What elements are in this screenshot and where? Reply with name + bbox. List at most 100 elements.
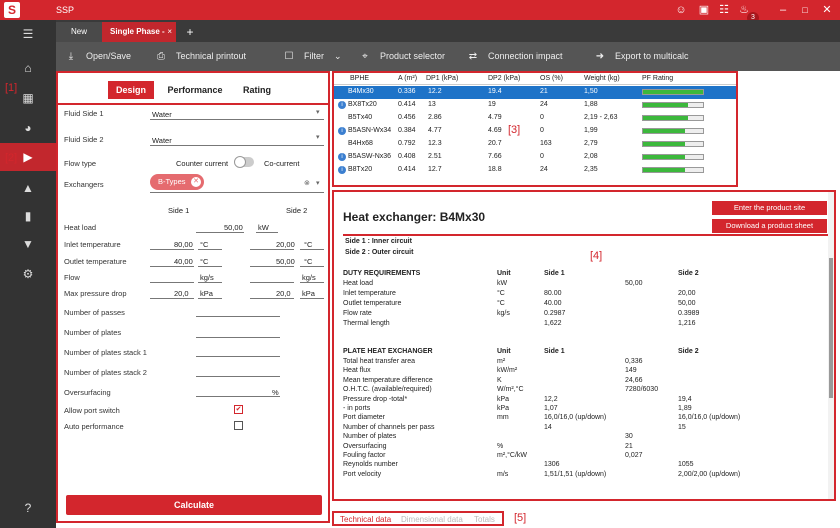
open-save-button[interactable]: ⤓ Open/Save xyxy=(64,42,131,71)
oversurfacing-unit: % xyxy=(272,388,279,397)
result-row[interactable]: i B5ASN-Wx34 0.384 4.77 4.69 0 1,99 xyxy=(334,125,736,138)
flow-side2-unit-select[interactable] xyxy=(300,271,324,283)
phe-row-col2: 1306 xyxy=(544,461,560,469)
result-row[interactable]: i B8Tx20 0.414 12.7 18.8 24 2,35 xyxy=(334,164,736,177)
tab-close-icon[interactable]: × xyxy=(167,27,172,36)
max-pd-side1-unit-select[interactable] xyxy=(198,287,222,299)
result-row[interactable]: B5Tx40 0.456 2.86 4.79 0 2,19 - 2,63 xyxy=(334,112,736,125)
result-cell-name: B8Tx20 xyxy=(348,166,373,173)
inlet-temp-side2-unit-select[interactable] xyxy=(300,238,324,250)
max-pd-side2-unit: kPa xyxy=(302,289,315,298)
max-pd-side1-input[interactable] xyxy=(150,287,194,299)
connection-impact-button[interactable]: ⇄ Connection impact xyxy=(466,42,563,71)
flow-side2-input[interactable] xyxy=(250,271,294,283)
stack1-input[interactable] xyxy=(196,345,280,357)
tube-icon[interactable]: ▮ xyxy=(24,209,32,223)
result-cell-dp1: 4.77 xyxy=(428,127,442,134)
outlet-temp-side1-unit-select[interactable] xyxy=(198,255,222,267)
max-pd-side2-input[interactable] xyxy=(250,287,294,299)
stack2-input[interactable] xyxy=(196,365,280,377)
max-pd-side2-unit-select[interactable] xyxy=(300,287,324,299)
outlet-temp-side1-input[interactable] xyxy=(150,255,194,267)
technical-printout-button[interactable]: ⎙ Technical printout xyxy=(154,42,246,71)
export-multicalc-button[interactable]: ➜ Export to multicalc xyxy=(593,42,689,71)
flow-type-toggle[interactable] xyxy=(234,156,254,168)
flow-side1-unit-select[interactable] xyxy=(198,271,222,283)
result-cell-os: 0 xyxy=(540,114,544,121)
tab-totals[interactable]: Totals xyxy=(474,515,495,524)
product-selector-button[interactable]: ⌖ Product selector xyxy=(358,42,445,71)
allow-port-switch-checkbox[interactable]: ✔ xyxy=(234,405,243,414)
tab-new[interactable]: New xyxy=(56,22,102,42)
basket-icon[interactable]: ▼ xyxy=(22,237,34,251)
fluid-side2-value: Water xyxy=(152,136,172,145)
result-row[interactable]: i BX8Tx20 0.414 13 19 24 1,88 xyxy=(334,99,736,112)
info-icon[interactable]: i xyxy=(338,101,346,109)
result-row[interactable]: B4Mx30 0.336 12.2 19.4 21 1,50 xyxy=(334,86,736,99)
outlet-temp-side2-input[interactable] xyxy=(250,255,294,267)
calculate-button[interactable]: Calculate xyxy=(66,495,322,515)
close-icon[interactable]: ✕ xyxy=(822,4,832,16)
max-pd-side1-value: 20,0 xyxy=(174,289,189,298)
result-cell-w: 1,50 xyxy=(584,88,598,95)
download-product-sheet-button[interactable]: Download a product sheet xyxy=(712,219,827,233)
oversurfacing-input[interactable] xyxy=(196,385,280,397)
inlet-temp-side1-input[interactable] xyxy=(150,238,194,250)
clear-icon[interactable]: ⊗ xyxy=(304,180,310,187)
results-table: BPHE A (m²) DP1 (kPa) DP2 (kPa) OS (%) W… xyxy=(332,71,738,187)
phe-row-col0: Heat flux xyxy=(343,367,371,375)
result-row[interactable]: B4Hx68 0.792 12.3 20.7 163 2,79 xyxy=(334,138,736,151)
info-icon[interactable]: i xyxy=(338,127,346,135)
filter-dropdown-chevron-icon[interactable]: ⌄ xyxy=(334,51,342,61)
minimize-icon[interactable]: – xyxy=(779,4,787,16)
fluid-side2-select[interactable] xyxy=(150,134,324,146)
info-icon[interactable]: i xyxy=(338,166,346,174)
scrollbar-thumb[interactable] xyxy=(829,258,833,398)
info-icon[interactable]: i xyxy=(338,153,346,161)
result-cell-a: 0.384 xyxy=(398,127,416,134)
passes-label: Number of passes xyxy=(64,308,125,317)
flow-side1-input[interactable] xyxy=(150,271,194,283)
inlet-temp-side2-input[interactable] xyxy=(250,238,294,250)
tab-single-phase[interactable]: Single Phase - 1 × xyxy=(102,22,176,56)
fluid-side1-select[interactable] xyxy=(150,108,324,120)
tab-design[interactable]: Design xyxy=(108,81,154,99)
exchanger-chip[interactable]: B-Types ✕ xyxy=(150,174,204,190)
play-icon[interactable]: ▶ xyxy=(0,143,56,171)
gauge-icon[interactable]: ◕ xyxy=(24,121,32,135)
user-icon[interactable]: ☺ xyxy=(675,4,687,16)
enter-product-site-button[interactable]: Enter the product site xyxy=(712,201,827,215)
checkbox-icon: ☐ xyxy=(284,51,294,62)
outlet-temp-side2-unit: °C xyxy=(304,257,313,266)
inlet-temp-side1-unit-select[interactable] xyxy=(198,238,222,250)
outlet-temp-side2-unit-select[interactable] xyxy=(300,255,324,267)
col-pf-rating: PF Rating xyxy=(642,75,674,82)
detail-scrollbar[interactable] xyxy=(828,192,834,499)
tab-technical-data[interactable]: Technical data xyxy=(340,515,392,524)
phe-row-col2: 14 xyxy=(544,423,552,431)
tab-dimensional-data[interactable]: Dimensional data xyxy=(401,515,463,524)
network-icon[interactable]: ☷ xyxy=(719,4,729,16)
tab-performance[interactable]: Performance xyxy=(167,85,223,95)
passes-input[interactable] xyxy=(196,305,280,317)
result-row[interactable]: i B5ASW-Nx36 0.408 2.51 7.66 0 2,08 xyxy=(334,151,736,164)
inlet-temp-side2-value: 20,00 xyxy=(276,240,295,249)
calculator-icon[interactable]: ▦ xyxy=(22,91,34,105)
heat-load-input[interactable] xyxy=(196,221,244,233)
gear-icon[interactable]: ⚙ xyxy=(22,267,34,281)
phe-header-col0: PLATE HEAT EXCHANGER xyxy=(343,348,433,355)
hamburger-menu-icon[interactable]: ☰ xyxy=(22,27,34,41)
monitor-icon[interactable]: ▣ xyxy=(698,4,710,16)
add-tab-button[interactable]: + xyxy=(186,25,194,39)
bell-icon[interactable]: ♨ xyxy=(739,4,749,16)
home-icon[interactable]: ⌂ xyxy=(24,61,32,75)
flask-icon[interactable]: ▲ xyxy=(22,181,34,195)
heat-load-unit-select[interactable] xyxy=(256,221,278,233)
auto-performance-checkbox[interactable] xyxy=(234,421,243,430)
tab-rating[interactable]: Rating xyxy=(243,85,271,95)
plates-input[interactable] xyxy=(196,326,280,338)
chip-remove-icon[interactable]: ✕ xyxy=(191,177,201,187)
help-icon[interactable]: ? xyxy=(24,501,32,515)
maximize-icon[interactable]: □ xyxy=(802,5,808,15)
filter-button[interactable]: ☐ Filter xyxy=(282,42,324,71)
